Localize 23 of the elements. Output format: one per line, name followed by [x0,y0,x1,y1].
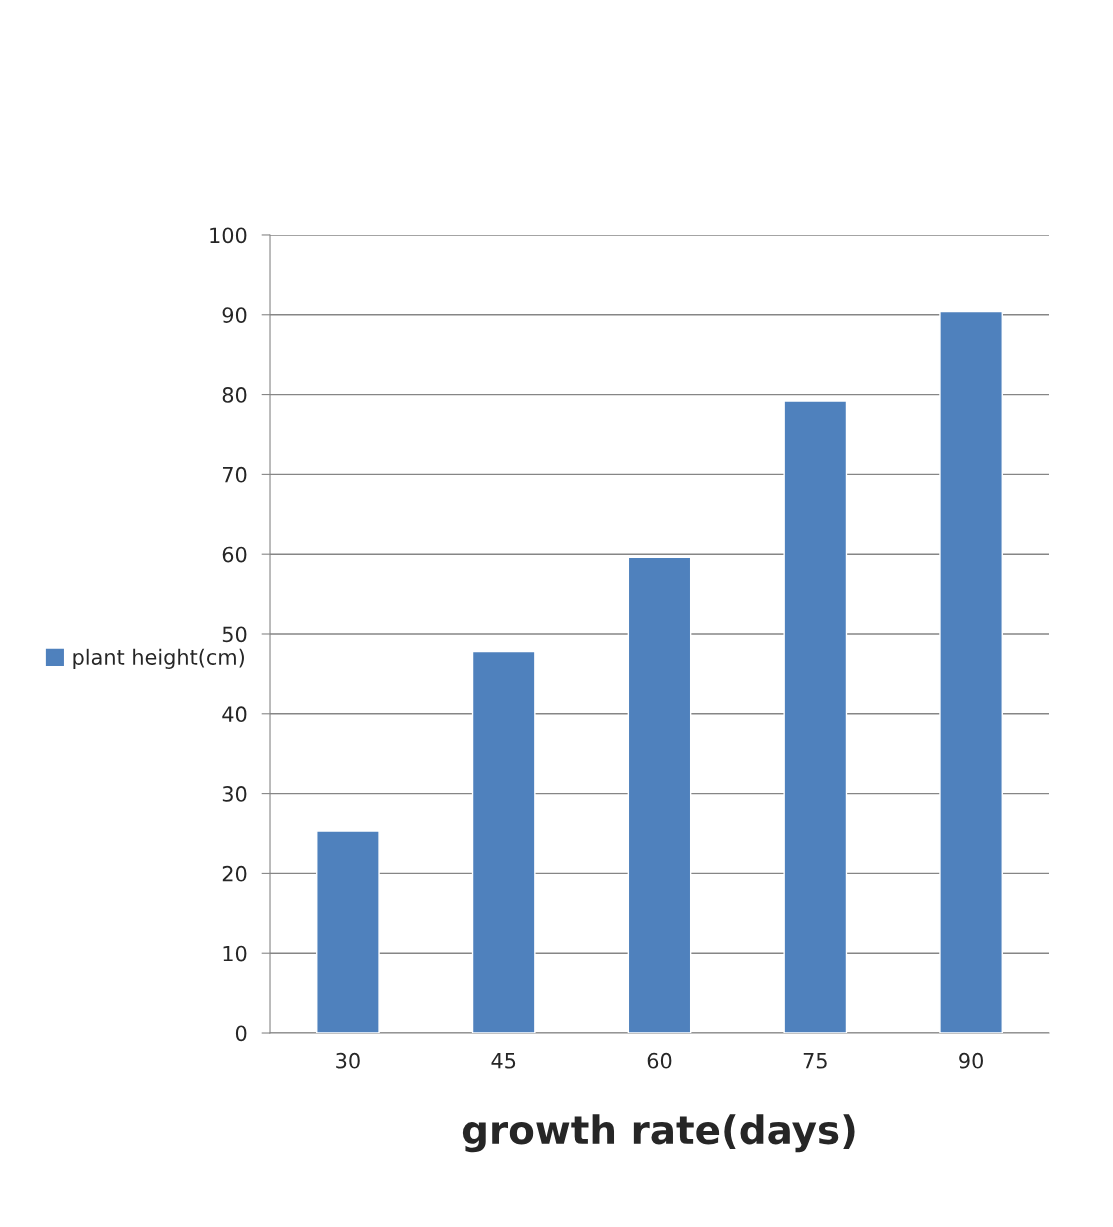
y-tick-label: 50 [222,626,247,643]
bar [316,830,380,1034]
bar [627,556,692,1034]
y-tick-label: 90 [222,307,247,323]
y-tick-label: 0 [235,1025,247,1042]
y-tick-label: 20 [222,865,247,882]
x-axis-title: growth rate(days) [462,1114,855,1153]
y-tick-label: 40 [222,706,247,723]
bar [471,650,536,1034]
legend-label: plant height(cm) [73,648,244,669]
x-tick-label: 75 [803,1053,827,1069]
x-tick-label: 30 [336,1052,360,1069]
y-tick-label: 70 [222,466,247,483]
x-tick-label: 60 [647,1052,672,1069]
bar [783,400,848,1034]
x-tick-label: 45 [491,1053,516,1069]
y-tick-label: 80 [222,387,247,403]
y-tick-label: 100 [210,227,247,244]
x-tick-label: 90 [959,1052,983,1069]
y-tick-label: 10 [223,945,247,962]
y-tick-label: 30 [222,786,247,802]
y-tick-label: 60 [222,546,247,563]
bar [939,310,1003,1034]
